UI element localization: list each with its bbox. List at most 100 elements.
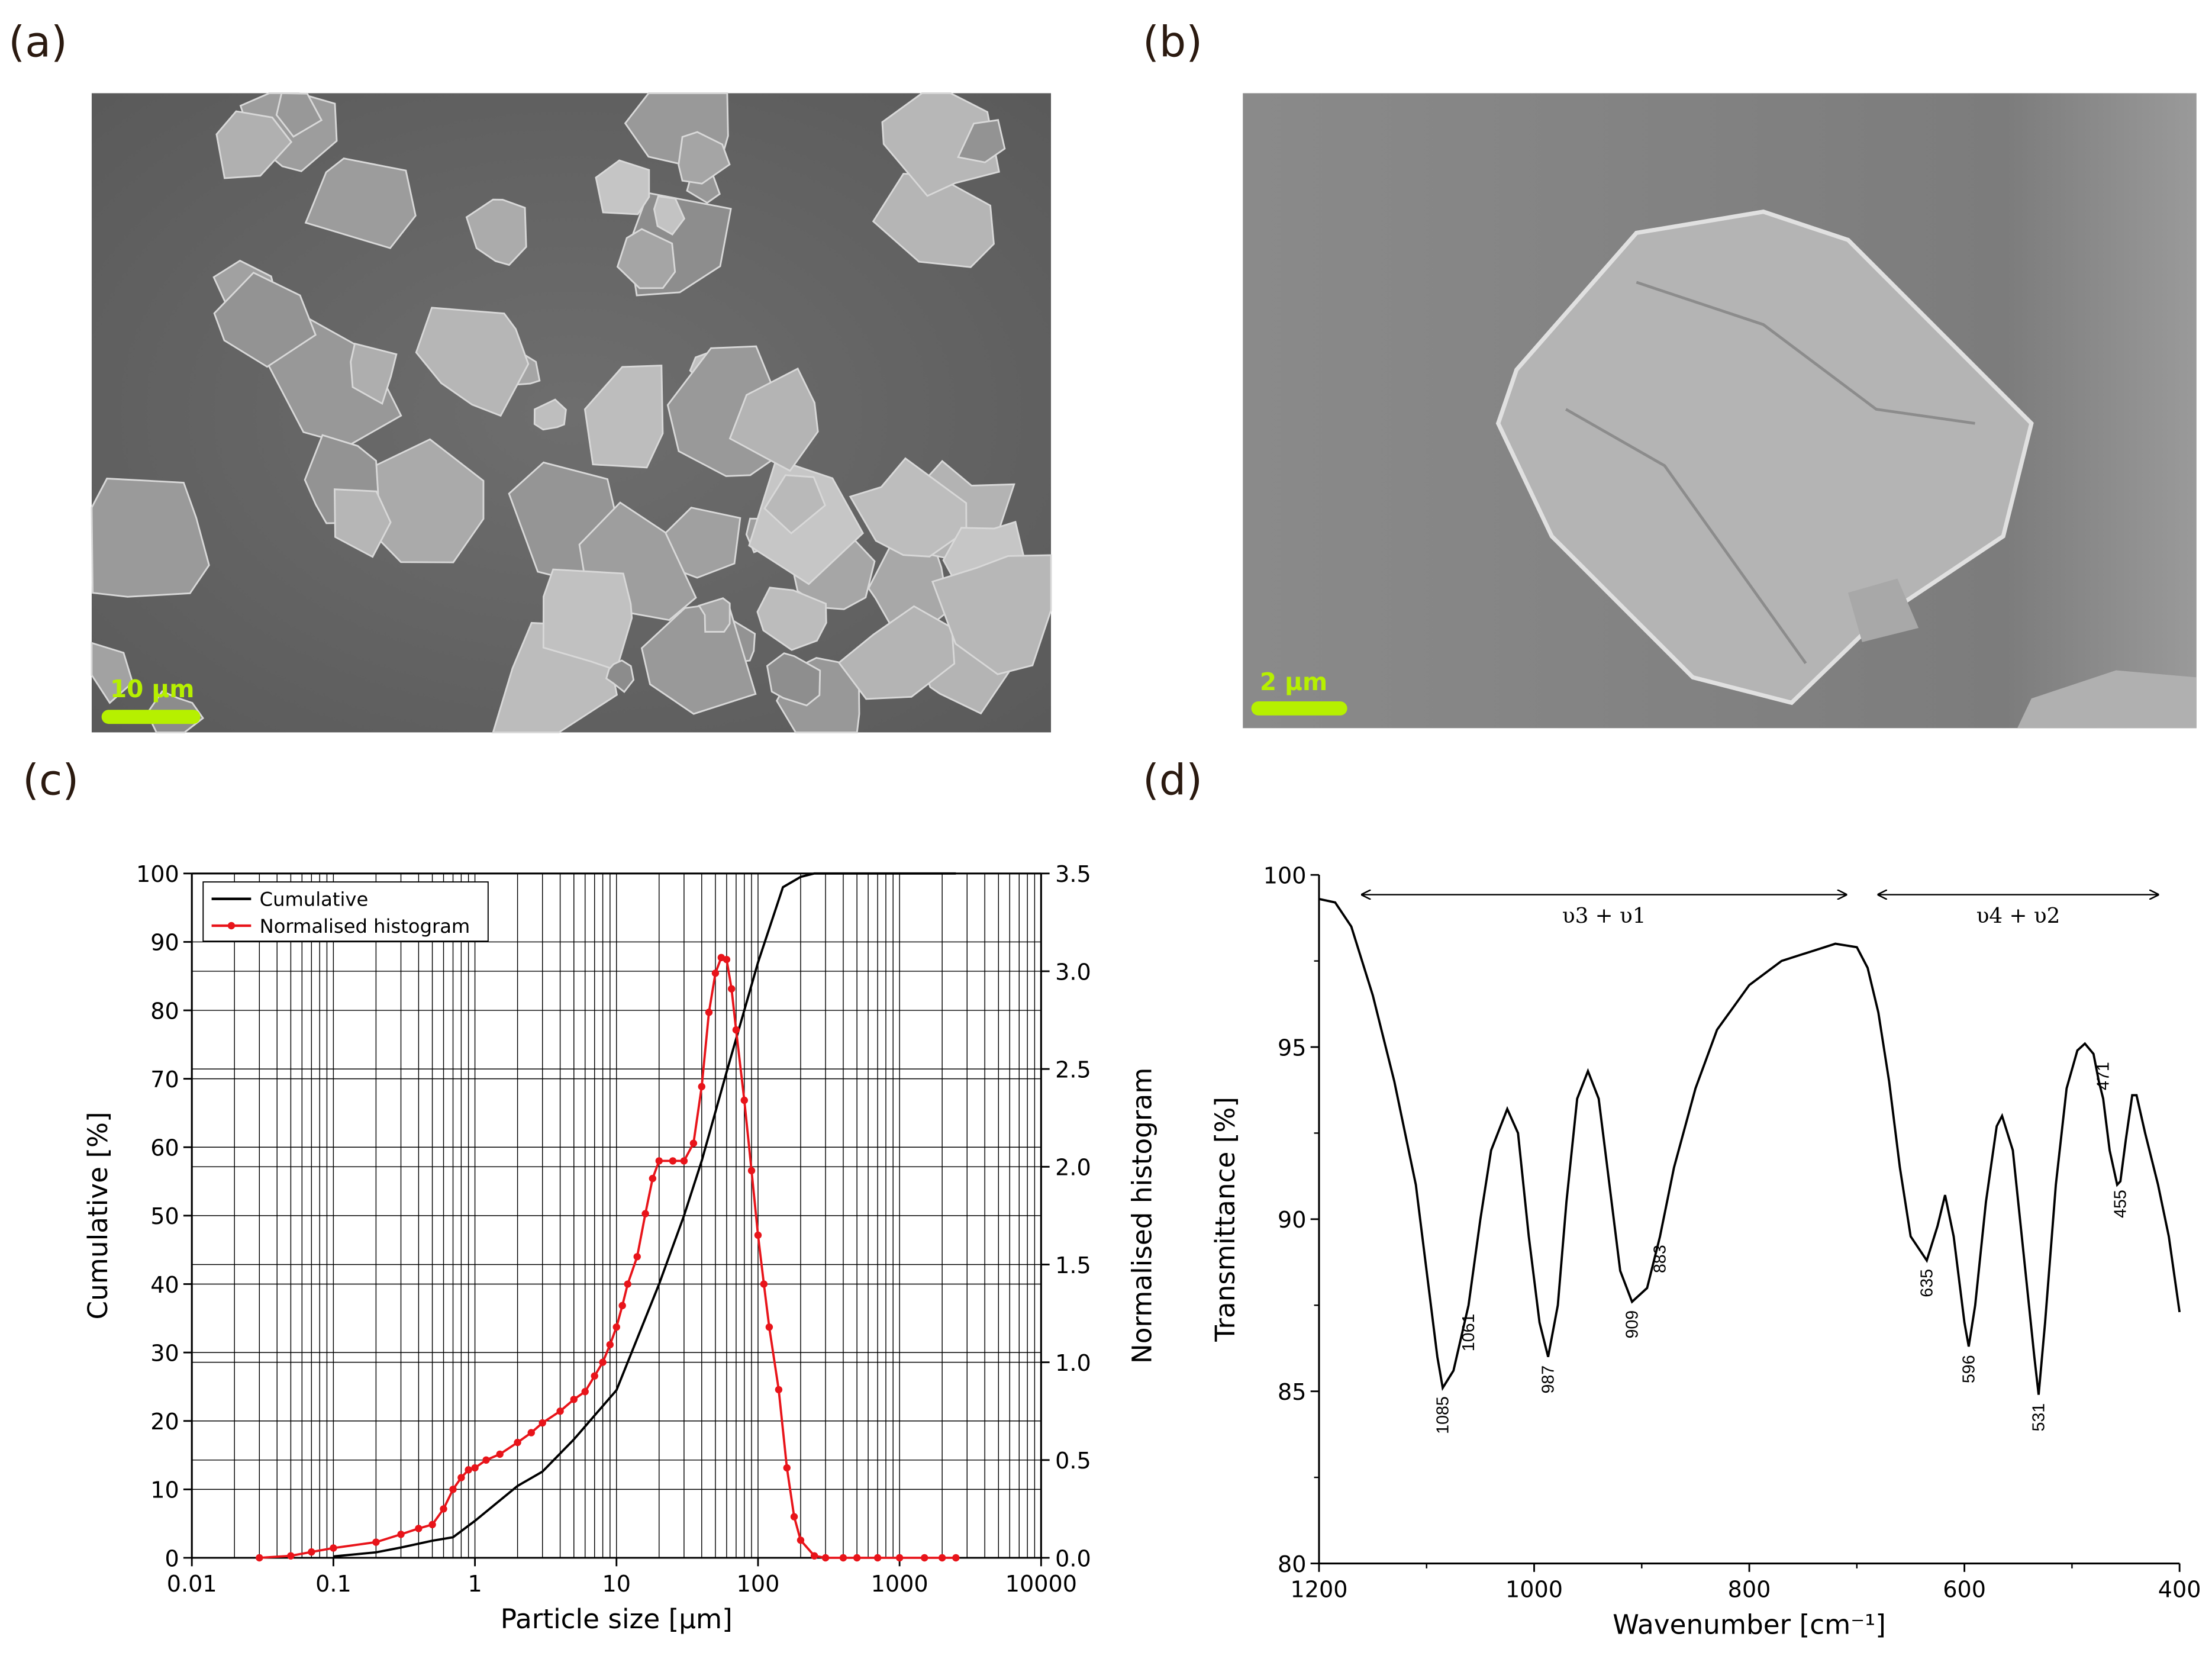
series-marker	[775, 1386, 783, 1394]
series-marker	[465, 1466, 472, 1474]
peak-label: 471	[2094, 1062, 2113, 1090]
series-marker	[740, 1096, 748, 1104]
x-axis-title: Particle size [µm]	[501, 1603, 733, 1635]
legend-box	[202, 881, 489, 942]
series-marker	[747, 1167, 756, 1175]
panel-label: (b)	[1143, 17, 1202, 66]
series-marker	[330, 1544, 337, 1552]
series-marker	[641, 1210, 649, 1217]
particle	[275, 92, 323, 138]
particle	[213, 271, 317, 368]
series-marker	[669, 1157, 677, 1165]
panel-label: (d)	[1143, 755, 1202, 804]
y-tick-label: 95	[1278, 1035, 1307, 1061]
series-marker	[308, 1548, 315, 1556]
series-marker	[633, 1253, 641, 1261]
y2-tick-label: 3.0	[1055, 959, 1091, 985]
series-marker	[415, 1525, 423, 1532]
series-marker	[612, 1323, 620, 1331]
particle	[91, 642, 134, 704]
particle	[533, 398, 567, 431]
scale-label: 10 µm	[110, 675, 195, 703]
y-axis-title: Transmittance [%]	[1210, 1097, 1241, 1342]
series-marker	[952, 1554, 960, 1562]
series-marker	[797, 1537, 805, 1544]
x-tick-label: 1	[467, 1571, 482, 1597]
y2-tick-label: 0.0	[1055, 1545, 1091, 1571]
particle	[304, 157, 417, 249]
particle	[763, 474, 827, 534]
particle	[653, 195, 686, 236]
y-tick-label: 90	[150, 930, 179, 956]
series-marker	[754, 1231, 762, 1239]
series-marker	[711, 969, 720, 977]
series-marker	[428, 1521, 436, 1529]
particle	[872, 173, 995, 268]
y-axis-title: Cumulative [%]	[82, 1112, 114, 1319]
peak-label: 455	[2111, 1190, 2130, 1218]
particle	[415, 307, 530, 417]
series-marker	[728, 985, 736, 993]
series-marker	[790, 1513, 798, 1521]
particle	[583, 365, 664, 469]
series-line	[1318, 898, 2181, 1395]
scale-label: 2 µm	[1260, 668, 1327, 696]
series-marker	[591, 1372, 598, 1380]
y-tick-label: 90	[1278, 1207, 1307, 1233]
y-tick-label: 50	[150, 1203, 179, 1229]
x-tick-label: 0.01	[167, 1571, 217, 1597]
peak-label: 531	[2030, 1403, 2049, 1432]
y2-tick-label: 2.0	[1055, 1155, 1091, 1181]
series-marker	[457, 1474, 465, 1481]
scale-bar	[101, 710, 201, 724]
x-tick-label: 1200	[1290, 1577, 1347, 1603]
y-tick-label: 85	[1278, 1379, 1307, 1405]
series-marker	[760, 1280, 768, 1288]
y-tick-label: 80	[150, 998, 179, 1024]
particle	[215, 110, 293, 179]
series-marker	[938, 1554, 946, 1562]
y2-axis-title: Normalised histogram	[1126, 1068, 1157, 1364]
particle	[698, 597, 731, 633]
series-marker	[723, 955, 731, 964]
y2-tick-label: 0.5	[1055, 1448, 1091, 1474]
particle	[957, 119, 1006, 163]
particle	[837, 605, 956, 700]
particle	[849, 457, 968, 558]
panel-label: (c)	[22, 755, 79, 804]
series-marker	[514, 1438, 521, 1447]
series-marker	[873, 1554, 882, 1562]
range-label: υ3 + υ1	[1562, 904, 1646, 928]
series-marker	[482, 1456, 490, 1464]
peak-label: 883	[1651, 1245, 1670, 1273]
particle	[728, 367, 819, 472]
series-marker	[539, 1419, 546, 1427]
y-tick-label: 100	[136, 861, 179, 887]
y-tick-label: 20	[150, 1409, 179, 1435]
series-marker	[921, 1554, 928, 1562]
series-marker	[765, 1323, 773, 1331]
particle	[756, 587, 827, 651]
particle	[350, 342, 398, 405]
particle	[465, 198, 527, 266]
peak-label: 596	[1959, 1355, 1978, 1383]
particle	[766, 652, 821, 707]
series-marker	[599, 1358, 607, 1366]
series-marker	[821, 1554, 830, 1562]
y-tick-label: 70	[150, 1067, 179, 1093]
x-tick-label: 100	[737, 1571, 780, 1597]
peak-label: 987	[1539, 1365, 1558, 1394]
crystal-edge	[1636, 281, 1975, 425]
series-marker	[783, 1464, 791, 1472]
x-axis-title: Wavenumber [cm⁻¹]	[1613, 1609, 1886, 1641]
particle	[91, 478, 210, 598]
crystal	[1495, 210, 2034, 706]
series-marker	[649, 1174, 657, 1183]
series-marker	[680, 1157, 688, 1165]
x-tick-label: 400	[2158, 1577, 2201, 1603]
particle	[542, 568, 633, 672]
series-marker	[606, 1341, 614, 1349]
x-tick-label: 800	[1728, 1577, 1771, 1603]
series-marker	[397, 1531, 405, 1538]
series-marker	[689, 1139, 698, 1147]
